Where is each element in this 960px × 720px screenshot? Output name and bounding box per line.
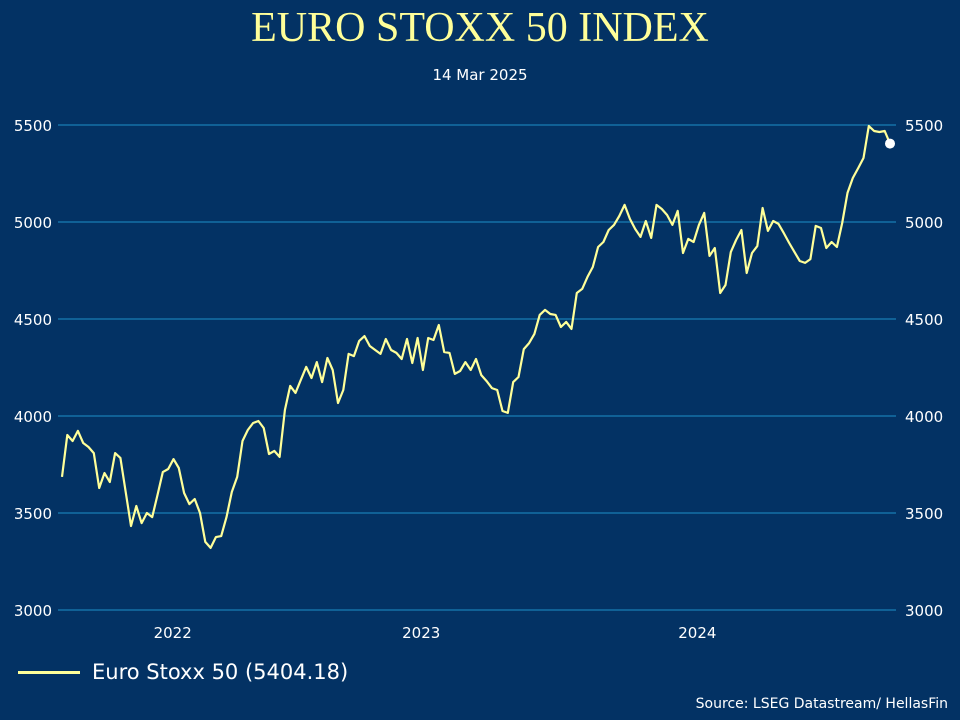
x-tick-label: 2023 [402, 624, 440, 642]
series-line [60, 124, 892, 550]
x-tick-label: 2024 [678, 624, 716, 642]
y-tick-label-left: 5000 [14, 214, 52, 232]
y-tick-label-right: 3500 [905, 505, 943, 523]
y-tick-label-left: 4500 [14, 311, 52, 329]
legend-label: Euro Stoxx 50 (5404.18) [92, 660, 349, 684]
chart-date: 14 Mar 2025 [432, 66, 528, 84]
y-tick-label-right: 4500 [905, 311, 943, 329]
y-tick-label-right: 5500 [905, 117, 943, 135]
y-tick-label-right: 4000 [905, 408, 943, 426]
y-tick-label-right: 5000 [905, 214, 943, 232]
last-value-marker [885, 138, 895, 149]
legend: Euro Stoxx 50 (5404.18) [18, 660, 348, 684]
y-tick-label-left: 3000 [14, 602, 52, 620]
legend-swatch [18, 670, 80, 674]
y-tick-label-left: 5500 [14, 117, 52, 135]
y-tick-label-left: 3500 [14, 505, 52, 523]
source-note: Source: LSEG Datastream/ HellasFin [695, 696, 948, 712]
y-tick-label-right: 3000 [905, 602, 943, 620]
chart-title: EURO STOXX 50 INDEX [251, 5, 709, 51]
y-tick-label-left: 4000 [14, 408, 52, 426]
x-tick-label: 2022 [154, 624, 192, 642]
